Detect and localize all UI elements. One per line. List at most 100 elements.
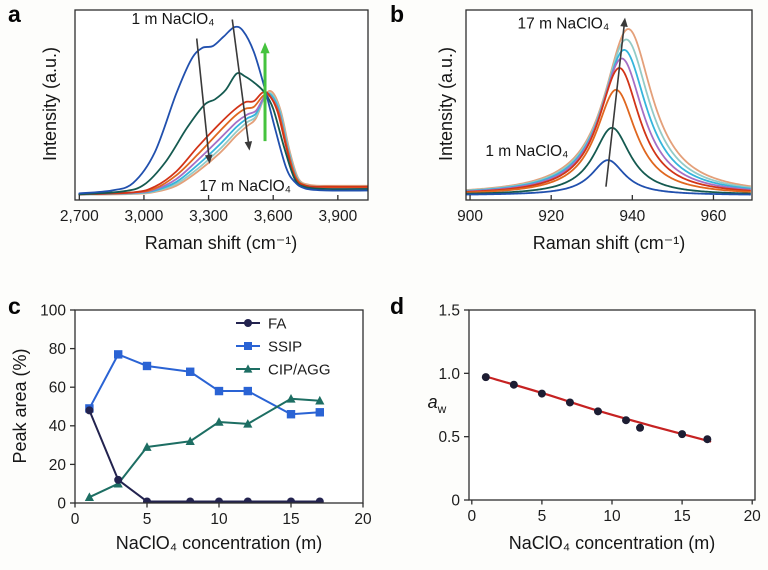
panel-a-green-up-arrow bbox=[260, 42, 270, 142]
panel-b-series-8-m bbox=[466, 67, 751, 193]
panel-letter-b: b bbox=[390, 1, 405, 27]
panel-a-annotation-label-17m-naclo4: 17 m NaClO₄ bbox=[199, 178, 291, 195]
panel-a-series-8-m bbox=[78, 93, 368, 196]
panel-c-series-fa bbox=[88, 409, 320, 503]
panel-c-ylabel: Peak area (%) bbox=[10, 348, 30, 464]
panel-d-series-water-activity-point bbox=[565, 398, 574, 407]
panel-d-series-water-activity-point bbox=[703, 435, 712, 444]
panel-a-series-3-m bbox=[78, 72, 368, 196]
panel-a-x-tick-label: 2,700 bbox=[60, 208, 99, 225]
panel-d-plot-area bbox=[469, 310, 755, 500]
panel-d-y-tick-label: 0.5 bbox=[438, 429, 460, 446]
panel-c-y-tick-label: 0 bbox=[57, 495, 66, 512]
panel-c-series-layer bbox=[84, 350, 325, 503]
up-arrow-head bbox=[620, 17, 628, 27]
down-arrow-left-shaft bbox=[195, 38, 210, 157]
panel-c-x-tick-label: 15 bbox=[282, 511, 299, 528]
panel-b-series-3-m bbox=[466, 126, 751, 195]
panel-c-legend-label-fa: FA bbox=[268, 315, 286, 332]
panel-c-series-cip-agg-marker bbox=[214, 417, 224, 426]
panel-c-x-tick-label: 10 bbox=[210, 511, 228, 528]
panel-a-series-layer bbox=[78, 25, 368, 196]
panel-b-series-layer bbox=[466, 28, 751, 196]
panel-d-y-tick-label: 0 bbox=[451, 492, 460, 509]
panel-c-series-ssip-marker bbox=[286, 410, 296, 419]
panel-c-series-fa-marker bbox=[287, 497, 295, 503]
panel-d-y-tick-label: 1.0 bbox=[438, 366, 460, 383]
panel-c-series-cip-agg-marker bbox=[243, 419, 253, 428]
panel-c-legend-marker-cip-agg bbox=[243, 364, 253, 373]
panel-c-series-ssip-marker bbox=[214, 386, 224, 396]
panel-c-xlabel: NaClO₄ concentration (m) bbox=[115, 533, 323, 553]
panel-b-plot-area bbox=[466, 10, 752, 200]
panel-d: 0 5 10 15 20 0 0.5 1.0 1.5 bbox=[438, 302, 761, 525]
panel-c-x-tick-label: 20 bbox=[354, 511, 372, 528]
panel-d-series-water-activity-point bbox=[537, 389, 546, 398]
panel-b-xlabel: Raman shift (cm⁻¹) bbox=[532, 233, 686, 253]
panel-c-series-ssip-marker bbox=[243, 386, 252, 396]
panel-d-ylabel-subscript: w bbox=[437, 401, 447, 416]
panel-b-x-tick-label: 920 bbox=[538, 208, 564, 225]
panel-c-legend: FA SSIP CIP/AGG bbox=[236, 315, 331, 378]
panel-d-y-tick-label: 1.5 bbox=[438, 302, 460, 319]
panel-a-down-arrow-left bbox=[195, 38, 213, 164]
panel-c-y-tick-label: 100 bbox=[40, 302, 66, 319]
panel-b-ylabel: Intensity (a.u.) bbox=[436, 46, 456, 162]
panel-letter-c: c bbox=[8, 293, 21, 319]
panel-d-series-water-activity-point bbox=[636, 423, 645, 432]
panel-c-y-tick-label: 40 bbox=[49, 418, 67, 435]
panel-b-annotation-label-1m-naclo4: 1 m NaClO₄ bbox=[485, 143, 568, 160]
panel-c-series-fa-marker bbox=[215, 497, 223, 503]
panel-d-series-water-activity-point bbox=[593, 407, 602, 416]
panel-a-series-1-m bbox=[78, 25, 368, 195]
panel-b-x-tick-label: 960 bbox=[701, 208, 727, 225]
panel-d-series-water-activity-point bbox=[509, 380, 518, 389]
down-arrow-right-head bbox=[244, 141, 253, 151]
panel-b-annotation-label-17m-naclo4: 17 m NaClO₄ bbox=[518, 16, 610, 33]
panel-b-x-tick-label: 940 bbox=[619, 208, 645, 225]
panel-c-legend-label-ssip: SSIP bbox=[268, 338, 302, 355]
panel-a-ylabel: Intensity (a.u.) bbox=[40, 46, 60, 162]
panel-c-plot-area bbox=[75, 310, 363, 503]
panel-c-series-ssip-marker bbox=[114, 350, 123, 359]
panel-c-y-tick-label: 60 bbox=[49, 380, 67, 397]
panel-d-x-tick-label: 15 bbox=[673, 508, 690, 525]
panel-d-x-tick-label: 5 bbox=[538, 508, 547, 525]
panel-c-series-ssip bbox=[88, 353, 320, 416]
panel-b-frame bbox=[465, 9, 753, 201]
panel-c-series-fa-marker bbox=[114, 475, 123, 484]
panel-c-series-cip-agg-marker bbox=[315, 395, 325, 405]
panel-d-xlabel: NaClO₄ concentration (m) bbox=[508, 533, 716, 553]
panel-c-y-tick-label: 20 bbox=[49, 457, 67, 474]
panel-c-legend-marker-ssip bbox=[244, 342, 252, 350]
panel-c-legend-label-cip-agg: CIP/AGG bbox=[268, 361, 331, 378]
panel-letter-d: d bbox=[390, 293, 405, 319]
panel-c-y-tick-label: 80 bbox=[49, 341, 67, 358]
down-arrow-right-shaft bbox=[231, 19, 250, 143]
panel-c: 0 5 10 15 20 0 20 40 60 80 100 FA SSIP CIP/AGG bbox=[40, 302, 372, 528]
panel-a-x-tick-label: 3,000 bbox=[125, 208, 164, 225]
panel-b-up-arrow bbox=[605, 17, 628, 187]
panel-d-series-water-activity-point bbox=[481, 373, 490, 382]
panel-a-x-tick-label: 3,900 bbox=[318, 208, 357, 225]
panel-d-ylabel-symbol: a bbox=[427, 392, 438, 413]
panel-c-series-fa-marker bbox=[243, 497, 252, 503]
panel-b: 900 920 940 960 17 m NaClO₄ 1 m NaClO₄ bbox=[457, 9, 753, 225]
panel-d-series-water-activity-point bbox=[678, 430, 687, 439]
panel-b-series-5-m bbox=[466, 88, 751, 194]
panel-c-series-fa-marker bbox=[85, 406, 94, 415]
panel-c-series-cip-agg bbox=[88, 397, 320, 499]
panel-c-series-ssip-marker bbox=[186, 367, 195, 376]
panel-c-x-tick-label: 0 bbox=[71, 511, 80, 528]
panel-c-series-cip-agg-marker bbox=[185, 436, 195, 446]
panel-c-series-cip-agg-marker bbox=[142, 442, 152, 451]
panel-b-x-tick-label: 900 bbox=[457, 208, 483, 225]
panel-a-series-5-m bbox=[78, 91, 368, 196]
up-arrow-shaft bbox=[605, 25, 625, 187]
panel-d-ylabel: aw bbox=[428, 393, 447, 415]
panel-d-x-tick-label: 0 bbox=[467, 508, 476, 525]
panel-a: 2,700 3,000 3,300 3,600 3,900 1 m NaClO₄ 17 m … bbox=[60, 9, 369, 225]
panel-a-xlabel: Raman shift (cm⁻¹) bbox=[144, 233, 298, 253]
